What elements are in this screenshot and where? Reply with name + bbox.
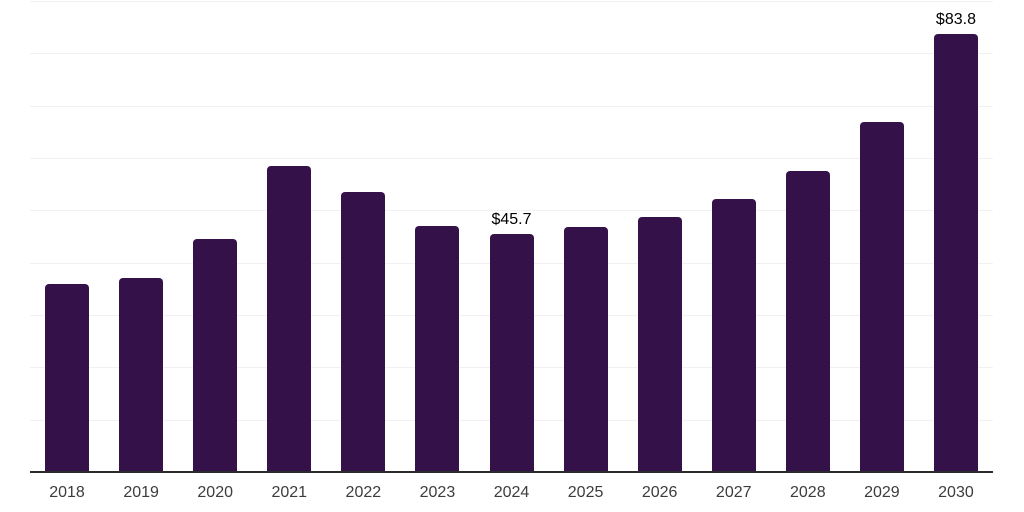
bar-2019 xyxy=(119,278,164,473)
bar-2023 xyxy=(415,226,460,473)
bar-2027 xyxy=(711,199,756,473)
gridline xyxy=(30,158,993,159)
gridline xyxy=(30,105,993,107)
x-tick-2028: 2028 xyxy=(790,484,826,501)
plot-area: $45.7 $83.8 xyxy=(30,0,993,473)
x-tick-2021: 2021 xyxy=(271,484,308,501)
x-tick-2022: 2022 xyxy=(345,484,382,501)
value-label-2030: $83.8 xyxy=(935,11,976,28)
x-tick-2023: 2023 xyxy=(419,484,456,501)
gridline xyxy=(30,53,993,55)
x-tick-2020: 2020 xyxy=(197,484,233,501)
value-label-2024: $45.7 xyxy=(491,211,532,228)
bar-2020 xyxy=(193,239,238,473)
x-tick-2030: 2030 xyxy=(938,484,974,501)
x-tick-2024: 2024 xyxy=(493,484,530,501)
x-tick-2027: 2027 xyxy=(715,484,752,501)
x-tick-2029: 2029 xyxy=(864,484,900,501)
x-tick-2025: 2025 xyxy=(567,484,604,501)
x-tick-2018: 2018 xyxy=(49,484,85,501)
bar-2025 xyxy=(563,227,608,473)
bar-2018 xyxy=(45,284,90,473)
gridline xyxy=(30,1,993,2)
bar-2021 xyxy=(267,166,312,473)
gridline xyxy=(30,210,993,212)
bar-2030 xyxy=(933,34,978,473)
bar-2029 xyxy=(859,122,904,473)
bar-2022 xyxy=(341,192,386,473)
x-axis-line xyxy=(30,471,993,473)
bar-2026 xyxy=(637,217,682,473)
bar-2028 xyxy=(785,171,830,473)
x-tick-2019: 2019 xyxy=(123,484,159,501)
x-tick-2026: 2026 xyxy=(641,484,678,501)
bar-2024 xyxy=(489,234,534,473)
